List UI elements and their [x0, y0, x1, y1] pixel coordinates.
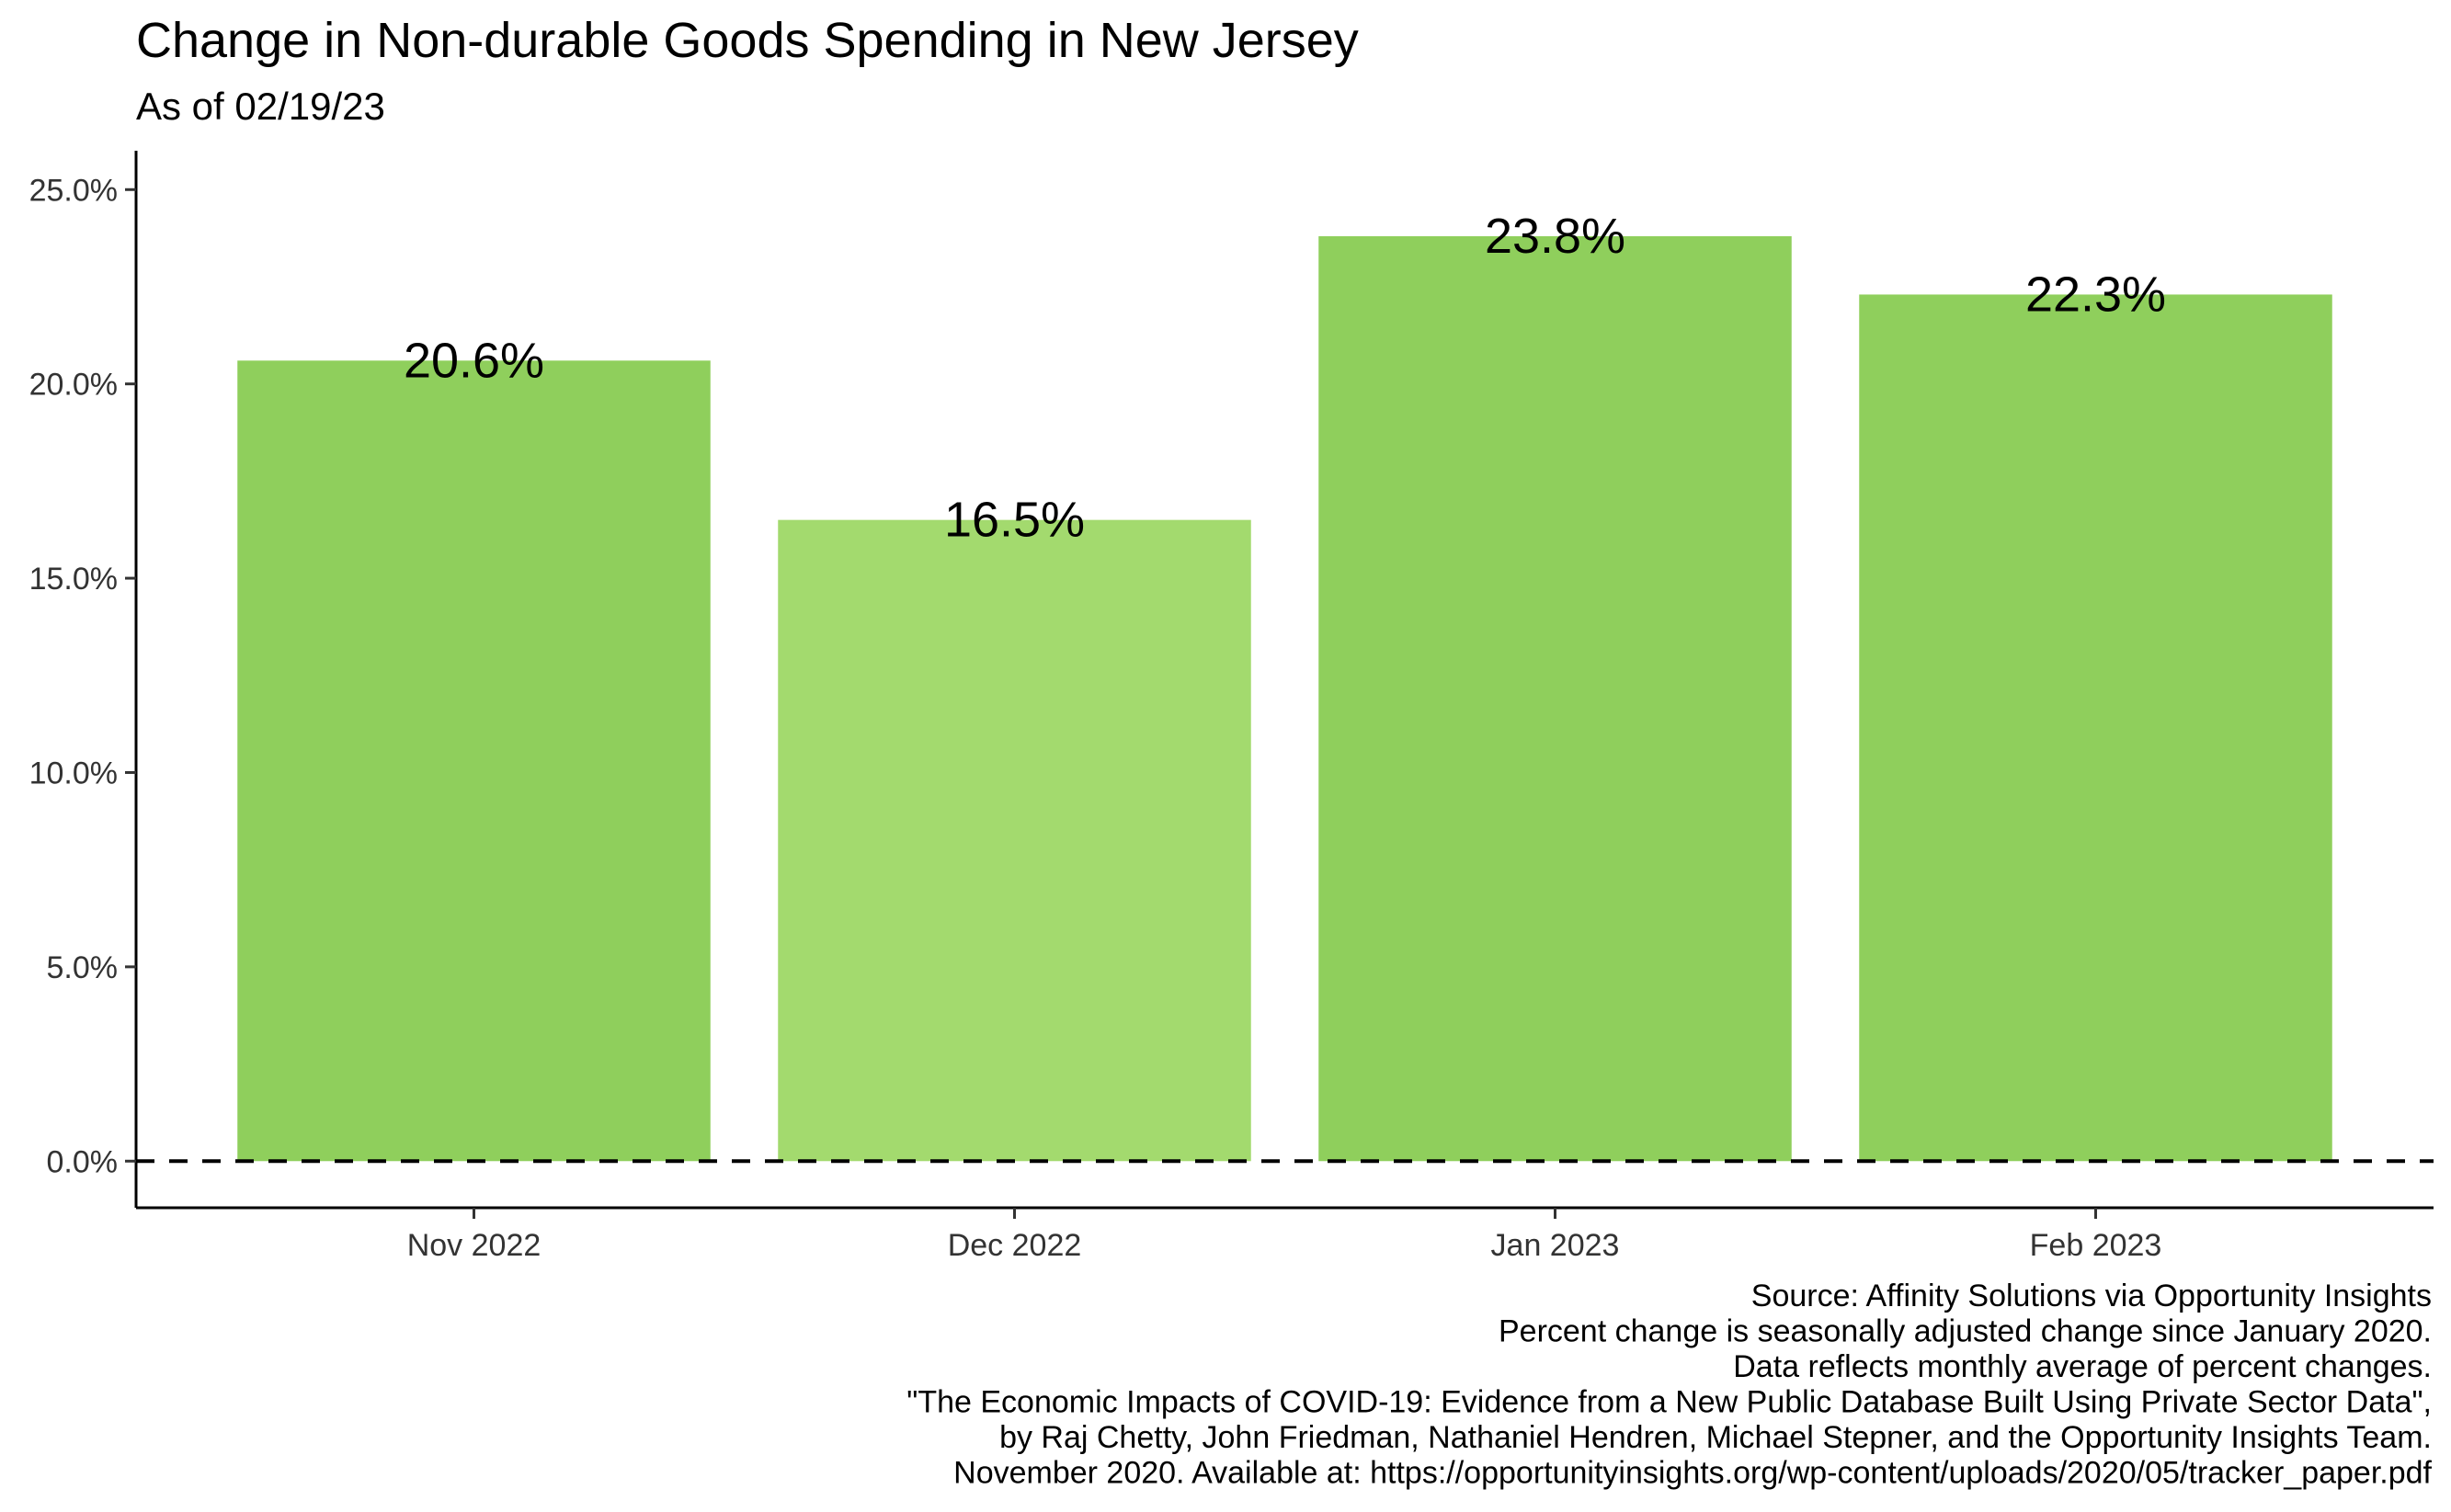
y-tick-label: 20.0% [29, 368, 118, 403]
caption-line: by Raj Chetty, John Friedman, Nathaniel … [999, 1420, 2432, 1455]
caption-line: Source: Affinity Solutions via Opportuni… [1751, 1279, 2432, 1313]
caption-line: Data reflects monthly average of percent… [1733, 1349, 2432, 1384]
caption-line: "The Economic Impacts of COVID-19: Evide… [906, 1385, 2432, 1420]
y-tick-label: 10.0% [29, 756, 118, 790]
y-tick-label: 0.0% [47, 1144, 119, 1179]
caption-line: Percent change is seasonally adjusted ch… [1499, 1314, 2432, 1349]
caption-block: Source: Affinity Solutions via Opportuni… [906, 1279, 2432, 1491]
bar [1859, 294, 2332, 1162]
caption-line: November 2020. Available at: https://opp… [953, 1456, 2432, 1491]
bar-data-label: 20.6% [404, 333, 544, 388]
x-tick-label: Dec 2022 [948, 1228, 1082, 1263]
chart-title: Change in Non-durable Goods Spending in … [136, 13, 1359, 68]
x-tick-label: Nov 2022 [407, 1228, 542, 1263]
y-tick-label: 5.0% [47, 950, 119, 985]
bar [1318, 236, 1792, 1162]
bar [237, 360, 711, 1162]
y-tick-label: 25.0% [29, 173, 118, 208]
bar-data-label: 23.8% [1485, 209, 1625, 264]
bar [778, 519, 1251, 1162]
bar-data-label: 16.5% [944, 493, 1085, 548]
chart-subtitle: As of 02/19/23 [136, 85, 385, 128]
x-tick-label: Feb 2023 [2030, 1228, 2162, 1263]
y-tick-label: 15.0% [29, 562, 118, 597]
bar-data-label: 22.3% [2025, 267, 2166, 322]
x-tick-label: Jan 2023 [1491, 1228, 1620, 1263]
plot-area: 0.0% 5.0% 10.0% 15.0% 20.0% 25.0% Nov 2022 Dec … [29, 151, 2434, 1263]
